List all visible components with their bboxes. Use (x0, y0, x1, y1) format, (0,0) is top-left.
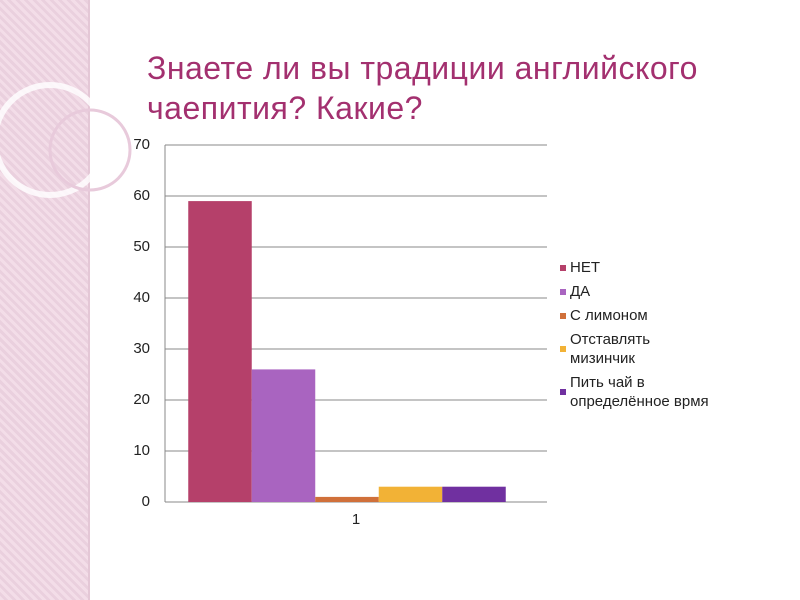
legend-swatch (560, 312, 566, 319)
y-tick-label: 10 (133, 442, 150, 459)
y-tick-label: 0 (142, 493, 150, 510)
title: Знаете ли вы традиции английского чаепит… (147, 50, 698, 126)
legend-label: Отставлять мизинчик (570, 331, 651, 367)
bar (251, 369, 316, 502)
legend-item: Отставлять мизинчик (560, 330, 710, 368)
legend-swatch (560, 288, 566, 295)
legend-item: НЕТ (560, 258, 710, 277)
decor-circle (48, 108, 132, 192)
legend-label: С лимоном (570, 307, 648, 324)
legend-swatch (560, 264, 566, 271)
bar (442, 486, 506, 502)
decor-circle (0, 82, 108, 198)
y-tick-label: 70 (133, 136, 150, 153)
bar (188, 201, 252, 502)
legend-label: НЕТ (570, 259, 600, 276)
y-tick-label: 30 (133, 340, 150, 357)
legend-item: ДА (560, 282, 710, 301)
legend-label: ДА (570, 283, 591, 300)
x-tick-label: 1 (352, 511, 360, 528)
y-tick-label: 50 (133, 238, 150, 255)
y-tick-label: 60 (133, 187, 150, 204)
legend-swatch (560, 346, 566, 352)
legend-item: Пить чай в определённое врмя (560, 373, 710, 411)
bar (315, 496, 379, 502)
legend-item: С лимоном (560, 306, 710, 325)
y-tick-label: 40 (133, 289, 150, 306)
y-tick-label: 20 (133, 391, 150, 408)
legend: НЕТ ДА С лимоном Отставлять мизинчик Пить ча… (560, 258, 710, 416)
bar (378, 486, 443, 502)
legend-swatch (560, 389, 566, 395)
legend-label: Пить чай в определённое врмя (570, 374, 709, 410)
